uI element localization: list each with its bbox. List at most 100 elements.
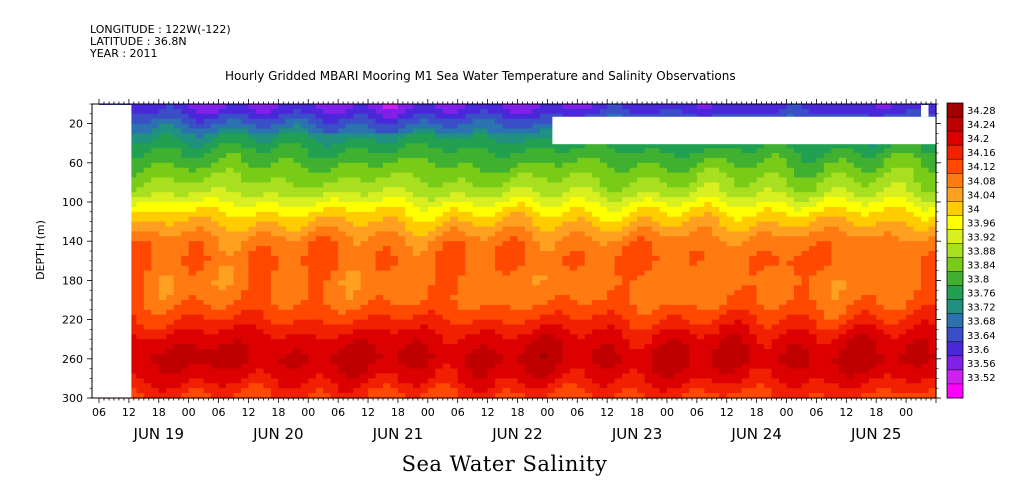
heatmap-cell: [480, 255, 489, 262]
heatmap-cell: [562, 349, 571, 355]
heatmap-cell: [562, 216, 571, 223]
heatmap-cell: [158, 118, 167, 125]
heatmap-cell: [166, 108, 175, 115]
heatmap-cell: [420, 304, 429, 311]
heatmap-cell: [226, 353, 235, 360]
heatmap-cell: [532, 334, 541, 340]
heatmap-cell: [360, 148, 369, 154]
heatmap-cell: [285, 153, 294, 159]
heatmap-cell: [689, 319, 698, 326]
heatmap-cell: [240, 344, 250, 350]
heatmap-cell: [554, 314, 563, 321]
heatmap-cell: [285, 290, 294, 296]
heatmap-cell: [375, 162, 384, 169]
heatmap-cell: [704, 334, 713, 340]
heatmap-cell: [584, 143, 593, 149]
heatmap-cell: [457, 295, 466, 301]
heatmap-cell: [278, 133, 287, 139]
heatmap-cell: [532, 363, 541, 370]
heatmap-cell: [345, 216, 354, 223]
heatmap-cell: [248, 304, 257, 311]
heatmap-cell: [151, 353, 160, 360]
heatmap-cell: [315, 388, 324, 394]
heatmap-cell: [285, 304, 294, 311]
heatmap-cell: [614, 368, 623, 375]
heatmap-cell: [577, 334, 586, 340]
heatmap-cell: [480, 108, 489, 115]
heatmap-cell: [420, 162, 429, 169]
heatmap-cell: [637, 383, 646, 389]
heatmap-cell: [524, 358, 534, 365]
heatmap-cell: [233, 241, 242, 247]
heatmap-cell: [562, 270, 571, 277]
heatmap-cell: [211, 167, 220, 174]
heatmap-cell: [681, 388, 690, 394]
heatmap-cell: [524, 304, 534, 311]
heatmap-cell: [629, 104, 638, 110]
heatmap-cell: [644, 231, 653, 237]
heatmap-cell: [151, 319, 160, 326]
heatmap-cell: [637, 373, 646, 379]
heatmap-cell: [143, 153, 152, 159]
heatmap-cell: [510, 378, 519, 384]
heatmap-cell: [300, 363, 309, 370]
heatmap-cell: [457, 349, 466, 355]
heatmap-cell: [427, 133, 436, 139]
heatmap-cell: [584, 329, 593, 335]
heatmap-cell: [480, 236, 489, 242]
heatmap-cell: [211, 353, 220, 360]
heatmap-cell: [255, 241, 265, 247]
heatmap-cell: [577, 319, 586, 326]
heatmap-cell: [644, 148, 653, 154]
heatmap-cell: [696, 314, 705, 321]
heatmap-cell: [188, 167, 197, 174]
heatmap-cell: [659, 241, 668, 247]
heatmap-cell: [622, 334, 631, 340]
heatmap-cell: [181, 113, 190, 120]
heatmap-cell: [128, 221, 137, 228]
heatmap-cell: [480, 157, 489, 164]
heatmap-cell: [382, 172, 392, 179]
heatmap-cell: [547, 353, 556, 360]
heatmap-cell: [151, 339, 160, 345]
heatmap-cell: [637, 309, 646, 316]
heatmap-cell: [128, 363, 137, 370]
heatmap-cell: [211, 104, 220, 110]
heatmap-cell: [562, 211, 571, 218]
heatmap-cell: [226, 309, 235, 316]
heatmap-cell: [315, 148, 324, 154]
heatmap-cell: [382, 108, 392, 115]
heatmap-cell: [465, 339, 474, 345]
heatmap-cell: [502, 319, 511, 326]
heatmap-cell: [300, 339, 309, 345]
heatmap-cell: [368, 280, 377, 286]
heatmap-cell: [599, 275, 608, 281]
heatmap-cell: [278, 211, 287, 218]
heatmap-cell: [293, 265, 302, 272]
heatmap-cell: [719, 104, 728, 110]
heatmap-cell: [166, 104, 175, 110]
heatmap-cell: [599, 113, 608, 120]
heatmap-cell: [427, 202, 436, 208]
heatmap-cell: [472, 143, 481, 149]
heatmap-cell: [554, 329, 563, 335]
heatmap-cell: [681, 162, 690, 169]
heatmap-cell: [450, 187, 459, 193]
heatmap-cell: [218, 304, 227, 311]
heatmap-cell: [240, 280, 250, 286]
heatmap-cell: [704, 393, 713, 399]
heatmap-cell: [278, 221, 287, 228]
heatmap-cell: [539, 187, 548, 193]
heatmap-cell: [226, 148, 235, 154]
heatmap-cell: [584, 187, 593, 193]
heatmap-cell: [151, 143, 160, 149]
heatmap-cell: [353, 265, 362, 272]
heatmap-cell: [300, 275, 309, 281]
heatmap-cell: [285, 118, 294, 125]
heatmap-cell: [158, 128, 167, 134]
heatmap-cell: [143, 358, 152, 365]
heatmap-cell: [644, 167, 653, 174]
heatmap-cell: [577, 187, 586, 193]
heatmap-cell: [465, 255, 474, 262]
heatmap-cell: [472, 275, 481, 281]
